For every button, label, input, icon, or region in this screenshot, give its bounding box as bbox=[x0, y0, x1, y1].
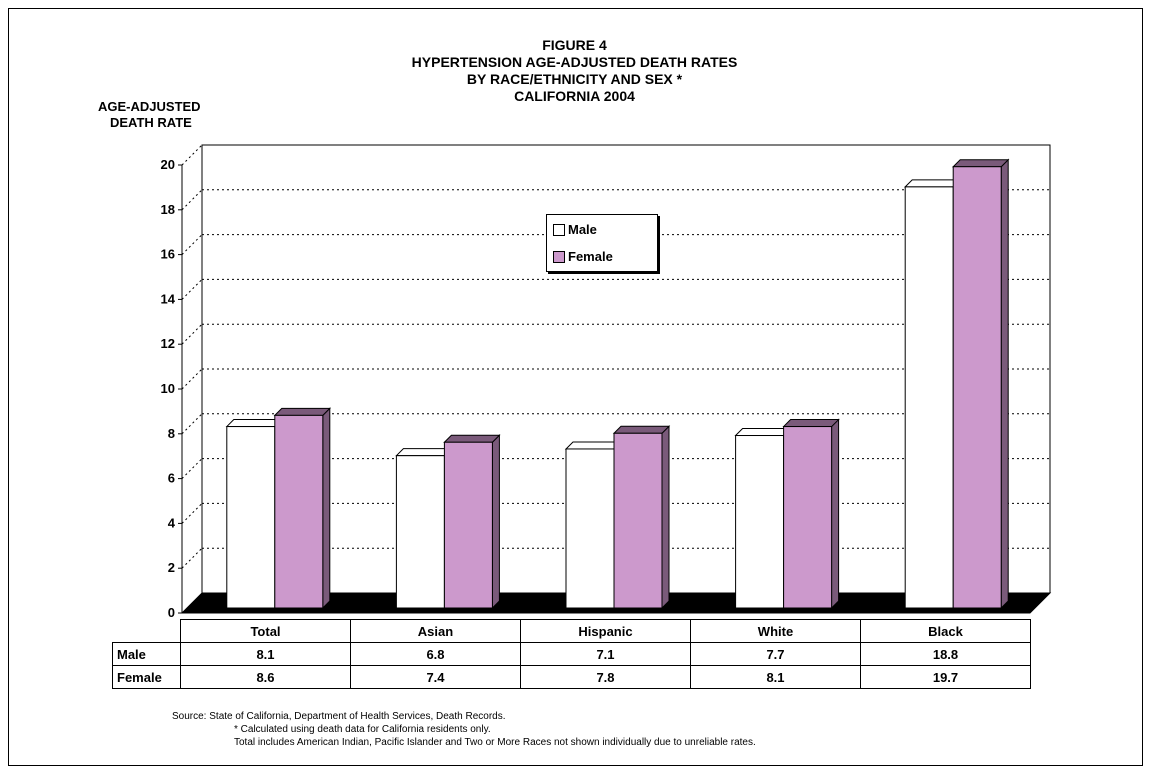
chart-title-line-2: HYPERTENSION AGE-ADJUSTED DEATH RATES bbox=[411, 54, 738, 70]
table-cell: 7.1 bbox=[520, 642, 691, 666]
bar-asian-female-top bbox=[443, 434, 501, 443]
bar-black-female-side bbox=[1000, 158, 1009, 610]
bar-black-male-top bbox=[903, 179, 962, 188]
y-axis-label-line-2: DEATH RATE bbox=[110, 115, 192, 130]
legend-item-male: Male bbox=[553, 222, 597, 238]
table-cell: 6.8 bbox=[350, 642, 521, 666]
bar-white-male bbox=[735, 435, 785, 609]
table-row: Male 8.1 6.8 7.1 7.7 18.8 bbox=[112, 642, 1031, 666]
y-tick-label: 10 bbox=[161, 381, 175, 396]
legend-swatch-male bbox=[553, 224, 565, 236]
source-note: Source: State of California, Department … bbox=[172, 711, 506, 722]
legend: Male Female bbox=[546, 214, 658, 272]
table-header-asian: Asian bbox=[350, 619, 521, 643]
table-cell: 18.8 bbox=[860, 642, 1031, 666]
gridline-side bbox=[181, 413, 203, 435]
table-corner bbox=[113, 620, 181, 643]
bar-black-female bbox=[952, 166, 1002, 609]
gridline-side bbox=[181, 547, 203, 569]
y-tick-label: 4 bbox=[168, 515, 176, 530]
data-table: Total Asian Hispanic White Black Male 8.… bbox=[112, 619, 1031, 689]
bar-asian-female-side bbox=[491, 434, 500, 610]
legend-item-female: Female bbox=[553, 249, 613, 265]
bar-asian-male bbox=[395, 455, 445, 609]
y-tick-label: 16 bbox=[161, 247, 175, 262]
legend-swatch-female bbox=[553, 251, 565, 263]
y-tick-label: 6 bbox=[168, 471, 175, 486]
bar-hispanic-female bbox=[613, 432, 663, 609]
bar-total-male bbox=[226, 426, 276, 609]
legend-label-female: Female bbox=[568, 249, 613, 264]
chart-title-line-3: BY RACE/ETHNICITY AND SEX * bbox=[466, 71, 683, 87]
footnotes: Source: State of California, Department … bbox=[172, 710, 756, 749]
y-tick-label: 20 bbox=[161, 157, 175, 172]
y-axis-label-line-1: AGE-ADJUSTED bbox=[98, 99, 201, 114]
table-header-black: Black bbox=[860, 619, 1031, 643]
bar-white-female-top bbox=[782, 419, 840, 428]
y-tick-label: 14 bbox=[161, 291, 176, 306]
table-cell: 8.1 bbox=[690, 665, 861, 689]
gridline-side bbox=[181, 279, 203, 300]
y-tick-label: 12 bbox=[161, 336, 175, 351]
table-row: Female 8.6 7.4 7.8 8.1 19.7 bbox=[112, 665, 1031, 689]
gridline-side bbox=[181, 368, 203, 390]
table-cell: 7.4 bbox=[350, 665, 521, 689]
table-cell: 8.6 bbox=[180, 665, 351, 689]
table-header-total: Total bbox=[180, 619, 351, 643]
chart-title-line-1: FIGURE 4 bbox=[542, 37, 607, 53]
legend-label-male: Male bbox=[568, 222, 597, 237]
bar-hispanic-female-side bbox=[661, 425, 670, 610]
bar-white-male-top bbox=[734, 428, 792, 437]
y-tick-label: 0 bbox=[168, 605, 175, 620]
chart-frame bbox=[8, 8, 1143, 766]
table-cell: 8.1 bbox=[180, 642, 351, 666]
bar-hispanic-female-top bbox=[612, 425, 671, 434]
chart-title-line-4: CALIFORNIA 2004 bbox=[514, 88, 635, 104]
table-row-label-female: Female bbox=[112, 665, 181, 689]
gridline-side bbox=[181, 189, 203, 211]
table-row-label-male: Male bbox=[112, 642, 181, 666]
gridline-side bbox=[181, 503, 203, 524]
bar-asian-male-top bbox=[395, 448, 453, 457]
table-cell: 7.8 bbox=[520, 665, 691, 689]
bar-hispanic-male bbox=[565, 448, 615, 609]
y-tick-label: 8 bbox=[168, 426, 175, 441]
gridline-side bbox=[181, 323, 203, 345]
table-cell: 7.7 bbox=[690, 642, 861, 666]
bar-black-female-top bbox=[951, 159, 1010, 168]
bar-white-female-side bbox=[831, 418, 840, 610]
footnote-total: Total includes American Indian, Pacific … bbox=[234, 737, 756, 748]
bar-black-male bbox=[904, 186, 954, 609]
gridline-side bbox=[181, 144, 203, 166]
bar-total-female-top bbox=[273, 407, 332, 416]
footnote-asterisk: * Calculated using death data for Califo… bbox=[234, 724, 491, 735]
table-header-hispanic: Hispanic bbox=[520, 619, 691, 643]
bar-total-male-top bbox=[225, 419, 284, 428]
bar-white-female bbox=[783, 426, 833, 609]
y-tick-label: 18 bbox=[161, 202, 175, 217]
bar-total-female bbox=[274, 414, 324, 609]
bar-hispanic-male-top bbox=[564, 441, 623, 450]
gridline-side bbox=[181, 458, 203, 479]
table-cell: 19.7 bbox=[860, 665, 1031, 689]
bar-asian-female bbox=[443, 441, 493, 609]
gridline-side bbox=[181, 234, 203, 255]
y-tick-label: 2 bbox=[168, 560, 175, 575]
table-header-white: White bbox=[690, 619, 861, 643]
bar-total-female-side bbox=[322, 407, 331, 610]
table-header-row: Total Asian Hispanic White Black bbox=[113, 619, 1031, 643]
